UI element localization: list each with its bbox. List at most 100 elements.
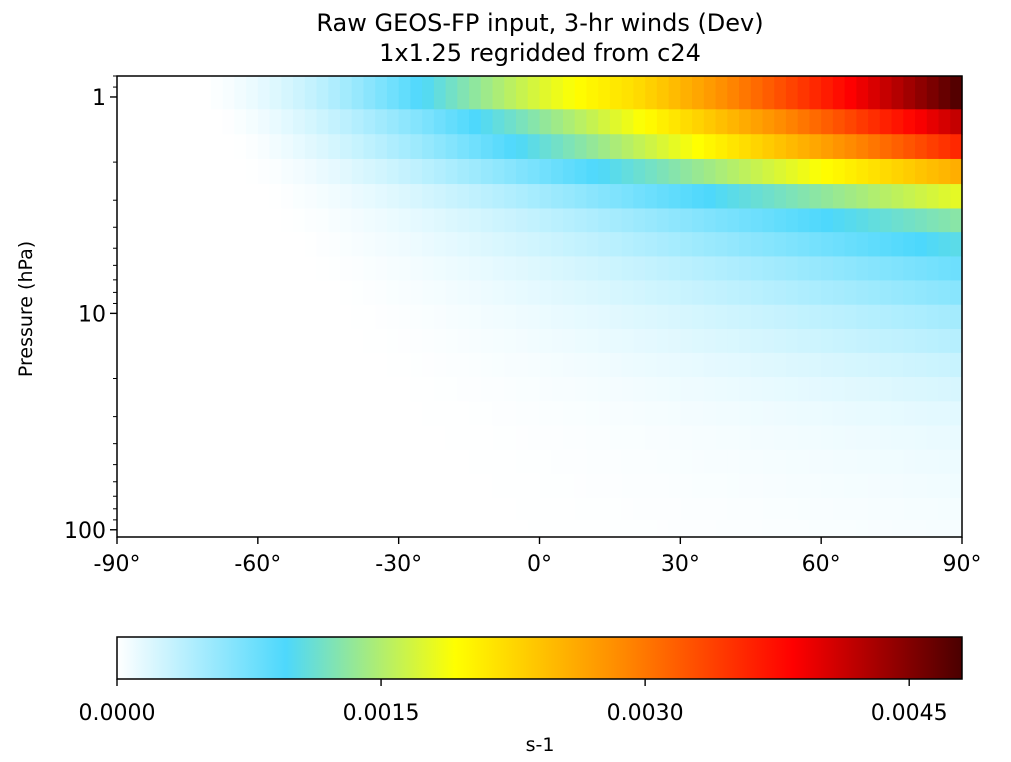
heatmap-cell: [222, 76, 235, 110]
heatmap-cell: [480, 280, 494, 306]
heatmap-cell: [926, 352, 940, 378]
heatmap-cell: [692, 109, 705, 135]
heatmap-cell: [926, 208, 940, 233]
heatmap-cell: [410, 256, 423, 282]
heatmap-cell: [879, 519, 893, 538]
heatmap-cell: [445, 497, 458, 521]
heatmap-cell: [950, 280, 963, 306]
heatmap-cell: [821, 519, 834, 538]
heatmap-cell: [586, 377, 599, 402]
heatmap-cell: [457, 109, 470, 135]
heatmap-cell: [551, 158, 564, 185]
heatmap-cell: [832, 208, 846, 233]
heatmap-cell: [339, 76, 353, 110]
heatmap-cell: [797, 109, 811, 135]
heatmap-cell: [351, 449, 365, 475]
heatmap-cell: [703, 208, 717, 233]
heatmap-cell: [222, 401, 235, 427]
heatmap-cell: [797, 352, 811, 378]
heatmap-cell: [363, 497, 376, 521]
heatmap-cell: [445, 280, 458, 306]
heatmap-cell: [234, 352, 247, 378]
heatmap-cell: [457, 184, 470, 210]
heatmap-cell: [609, 134, 623, 160]
heatmap-cell: [762, 401, 775, 427]
heatmap-cell: [551, 256, 564, 282]
heatmap-cell: [598, 134, 611, 160]
heatmap-cell: [175, 473, 189, 499]
heatmap-cell: [844, 304, 857, 330]
heatmap-cell: [257, 280, 271, 306]
heatmap-cell: [527, 473, 541, 499]
heatmap-cell: [645, 158, 658, 185]
heatmap-cell: [222, 352, 235, 378]
heatmap-cell: [527, 134, 541, 160]
heatmap-cell: [375, 401, 388, 427]
heatmap-cell: [152, 352, 165, 378]
heatmap-cell: [715, 109, 728, 135]
heatmap-cell: [844, 328, 857, 354]
heatmap-cell: [598, 519, 611, 538]
heatmap-cell: [469, 184, 482, 210]
x-tick-label: 0°: [527, 552, 552, 577]
heatmap-cell: [457, 232, 470, 258]
x-tick-label: -30°: [375, 552, 422, 577]
heatmap-cell: [175, 208, 189, 233]
heatmap-cell: [269, 377, 282, 402]
heatmap-cell: [457, 449, 470, 475]
heatmap-cell: [234, 184, 247, 210]
heatmap-cell: [504, 352, 517, 378]
heatmap-cell: [915, 304, 928, 330]
heatmap-cell: [785, 352, 799, 378]
heatmap-cell: [316, 304, 329, 330]
heatmap-cell: [562, 449, 576, 475]
heatmap-cell: [469, 425, 482, 451]
heatmap-cell: [210, 109, 224, 135]
heatmap-cell: [586, 401, 599, 427]
heatmap-cell: [727, 184, 740, 210]
heatmap-cell: [246, 280, 259, 306]
heatmap-cell: [516, 134, 529, 160]
heatmap-cell: [222, 473, 235, 499]
heatmap-cell: [762, 280, 775, 306]
heatmap-cell: [469, 134, 482, 160]
heatmap-cell: [680, 449, 693, 475]
heatmap-cell: [668, 304, 681, 330]
heatmap-cell: [656, 377, 670, 402]
heatmap-cell: [492, 519, 505, 538]
heatmap-cell: [117, 304, 130, 330]
heatmap-cell: [774, 134, 787, 160]
heatmap-cell: [293, 109, 306, 135]
heatmap-cell: [938, 401, 951, 427]
heatmap-cell: [539, 158, 552, 185]
heatmap-cell: [199, 304, 212, 330]
heatmap-cell: [128, 401, 142, 427]
heatmap-cell: [598, 328, 611, 354]
heatmap-cell: [457, 352, 470, 378]
heatmap-cell: [187, 134, 200, 160]
heatmap-cell: [739, 473, 752, 499]
heatmap-cell: [774, 184, 787, 210]
heatmap-cell: [926, 158, 940, 185]
heatmap-cell: [516, 232, 529, 258]
heatmap-cell: [316, 184, 329, 210]
heatmap-cell: [668, 519, 681, 538]
heatmap-cell: [152, 377, 165, 402]
heatmap-cell: [950, 352, 963, 378]
heatmap-cell: [117, 328, 130, 354]
heatmap-cell: [375, 256, 388, 282]
heatmap-cell: [422, 109, 435, 135]
heatmap-cell: [328, 497, 341, 521]
heatmap-cell: [386, 134, 400, 160]
heatmap-cell: [269, 473, 282, 499]
heatmap-cell: [621, 401, 634, 427]
heatmap-cell: [281, 280, 294, 306]
heatmap-cell: [621, 425, 634, 451]
heatmap-cell: [398, 449, 412, 475]
heatmap-cell: [140, 208, 153, 233]
heatmap-cell: [269, 519, 282, 538]
heatmap-cell: [727, 208, 740, 233]
heatmap-cell: [692, 208, 705, 233]
heatmap-cell: [762, 328, 775, 354]
heatmap-cell: [199, 497, 212, 521]
